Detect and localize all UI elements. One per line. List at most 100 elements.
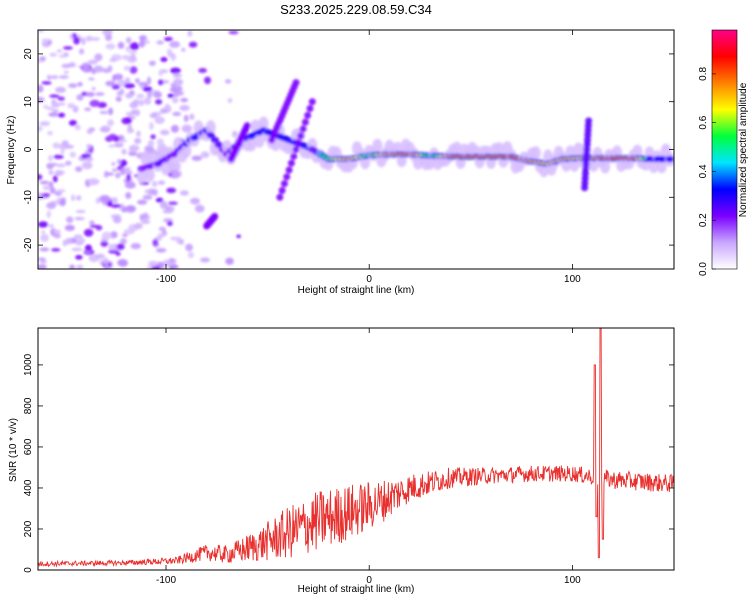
noise-speckle	[124, 167, 131, 172]
noise-speckle	[121, 148, 127, 155]
noise-speckle	[99, 110, 109, 115]
ridge-core	[214, 141, 224, 148]
streak-blob	[278, 186, 286, 194]
noise-speckle	[63, 70, 69, 74]
noise-speckle	[125, 111, 135, 116]
noise-speckle	[57, 112, 66, 118]
noise-speckle	[85, 91, 95, 97]
snr-y-tick-label: 200	[23, 520, 34, 537]
noise-speckle	[144, 145, 154, 153]
streak-blob	[304, 111, 312, 119]
noise-speckle	[89, 99, 100, 108]
noise-speckle	[73, 36, 81, 45]
spectrogram-y-tick-label: 0	[23, 146, 34, 152]
noise-speckle	[200, 257, 210, 263]
noise-speckle	[105, 43, 116, 50]
noise-speckle	[144, 189, 150, 194]
noise-speckle	[38, 96, 45, 103]
noise-speckle	[62, 46, 73, 50]
noise-speckle	[204, 76, 211, 85]
streak-blob	[280, 180, 288, 188]
ridge-halo	[573, 142, 584, 157]
noise-speckle	[52, 109, 60, 113]
ridge-core	[665, 155, 674, 163]
noise-speckle	[164, 263, 175, 267]
noise-speckle	[118, 259, 129, 267]
noise-speckle	[46, 202, 56, 210]
noise-speckle	[126, 205, 136, 212]
noise-speckle	[152, 238, 159, 247]
noise-speckle	[136, 199, 148, 205]
noise-speckle	[143, 39, 150, 45]
noise-speckle	[59, 198, 66, 207]
noise-speckle	[124, 170, 133, 175]
ridge-halo	[372, 138, 383, 153]
noise-speckle	[115, 96, 122, 102]
noise-speckle	[170, 236, 179, 241]
noise-speckle	[107, 65, 113, 73]
noise-speckle	[75, 255, 83, 260]
ridge-halo	[569, 157, 580, 172]
snr-y-tick-label: 0	[23, 567, 34, 573]
noise-speckle	[124, 77, 131, 85]
noise-speckle	[112, 216, 122, 224]
noise-speckle	[74, 216, 85, 221]
ridge-halo	[136, 169, 147, 184]
noise-speckle	[148, 60, 156, 66]
noise-speckle	[127, 152, 139, 156]
noise-speckle	[169, 41, 181, 48]
noise-speckle	[102, 30, 113, 36]
noise-speckle	[157, 180, 166, 185]
noise-speckle	[130, 242, 141, 250]
ridge-halo	[360, 155, 371, 170]
noise-speckle	[86, 129, 94, 135]
noise-speckle	[169, 87, 179, 93]
noise-speckle	[84, 244, 92, 252]
noise-speckle	[48, 224, 54, 228]
noise-speckle	[38, 59, 43, 63]
noise-speckle	[76, 94, 84, 101]
ridge-halo	[538, 163, 549, 178]
noise-speckle	[119, 159, 128, 167]
noise-speckle	[38, 84, 44, 93]
noise-speckle	[172, 264, 179, 269]
noise-speckle	[40, 233, 49, 242]
noise-speckle	[81, 161, 93, 170]
ridge-halo	[656, 159, 667, 174]
noise-speckle	[225, 257, 234, 265]
snr-x-tick-label: 100	[564, 575, 581, 586]
noise-speckle	[112, 135, 120, 143]
noise-speckle	[70, 194, 76, 202]
noise-speckle	[181, 124, 193, 133]
noise-speckle	[58, 54, 69, 58]
ridge-halo	[205, 120, 216, 135]
snr-x-axis-label: Height of straight line (km)	[298, 584, 415, 595]
noise-speckle	[107, 119, 114, 127]
noise-speckle	[116, 90, 124, 97]
noise-speckle	[172, 171, 181, 179]
ridge-halo	[140, 151, 151, 166]
spectrogram-y-tick-label: 20	[23, 48, 34, 60]
noise-speckle	[138, 39, 146, 48]
spectrogram-x-tick-label: 100	[564, 274, 581, 285]
spectrogram-y-tick-label: 10	[23, 96, 34, 108]
colorbar-tick-label: 0.2	[698, 213, 709, 227]
streak-blob	[294, 139, 302, 147]
noise-speckle	[81, 37, 86, 46]
noise-speckle	[180, 97, 189, 103]
noise-speckle	[190, 197, 200, 205]
noise-speckle	[179, 190, 189, 196]
noise-speckle	[231, 130, 238, 138]
noise-speckle	[112, 74, 117, 82]
noise-speckle	[158, 79, 164, 86]
noise-speckle	[189, 113, 195, 120]
noise-speckle	[134, 222, 143, 230]
noise-speckle	[108, 144, 115, 148]
noise-speckle	[75, 240, 84, 246]
noise-speckle	[103, 257, 109, 266]
noise-speckle	[39, 180, 50, 185]
noise-speckle	[141, 220, 151, 224]
noise-speckle	[41, 230, 46, 234]
noise-speckle	[125, 46, 131, 52]
